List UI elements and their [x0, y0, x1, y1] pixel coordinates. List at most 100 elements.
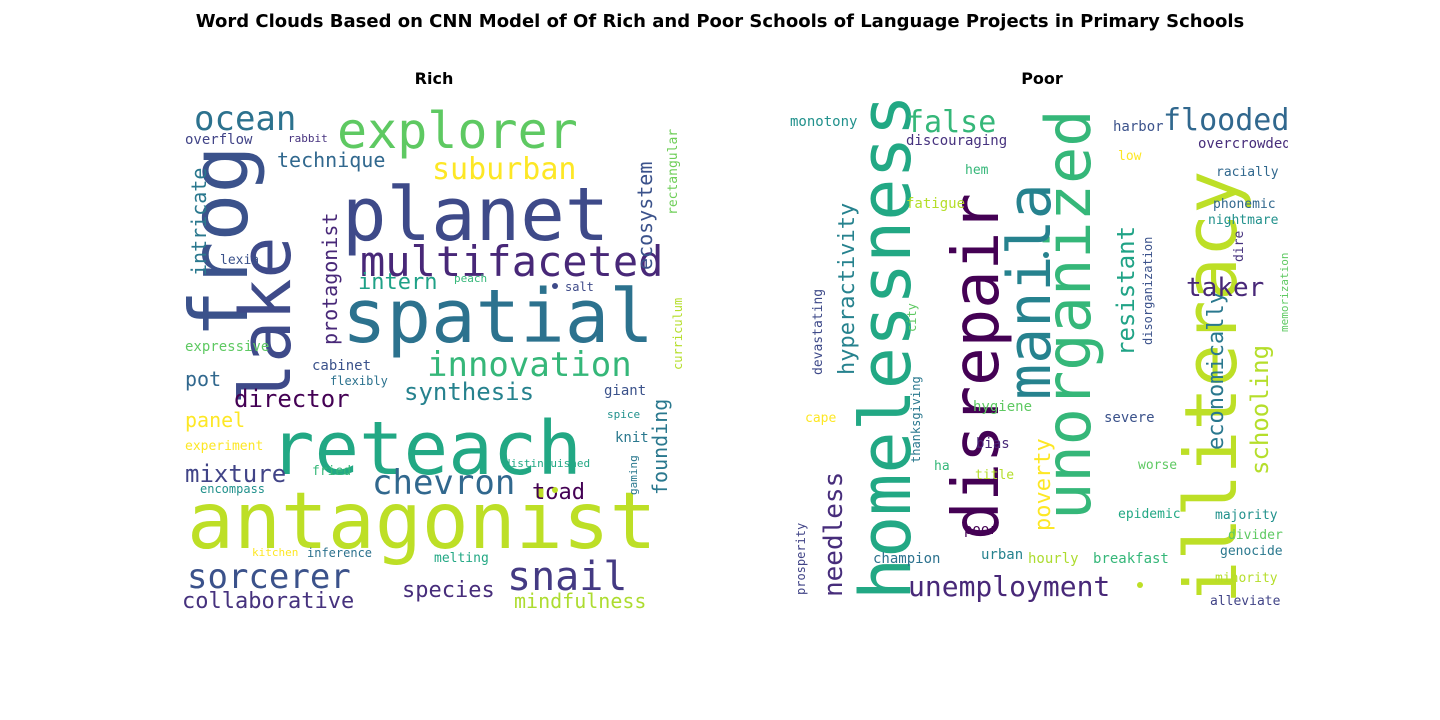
rich-word-technique: technique — [277, 148, 385, 172]
poor-word-economically: economically — [1204, 291, 1229, 450]
poor-word-homelessness: homelessness — [845, 100, 927, 600]
poor-word-taker: taker — [1186, 273, 1264, 303]
rich-word-rectangular: rectangular — [666, 129, 681, 215]
rich-word-cabinet: cabinet — [312, 358, 371, 374]
poor-word-discouraging: discouraging — [906, 133, 1007, 149]
rich-dot-mark — [552, 487, 558, 493]
poor-word-alleviate: alleviate — [1210, 594, 1281, 609]
poor-word-memorization: memorization — [1278, 253, 1288, 332]
poor-word-bias: bias — [976, 436, 1010, 452]
rich-word-synthesis: synthesis — [404, 378, 534, 406]
poor-word-thanksgiving: thanksgiving — [909, 376, 923, 463]
poor-word-cloud-svg: homelessness illiteracy disrepair unorganiz… — [790, 100, 1288, 609]
rich-word-innovation: innovation — [427, 345, 632, 385]
rich-word-intricate: intricate — [187, 168, 211, 276]
rich-word-expressive: expressive — [185, 339, 269, 355]
poor-word-disrepair: disrepair — [940, 193, 1014, 540]
poor-word-hygiene: hygiene — [973, 399, 1032, 415]
rich-word-species: species — [402, 578, 495, 603]
poor-word-champion: champion — [873, 551, 940, 567]
rich-word-sorcerer: sorcerer — [187, 557, 351, 597]
poor-word-prosperity: prosperity — [794, 523, 808, 595]
poor-word-devastating: devastating — [811, 289, 826, 375]
poor-panel-title: Poor — [1021, 69, 1063, 88]
rich-word-reteach: reteach — [270, 406, 582, 492]
poor-word-illiteracy: illiteracy — [1169, 171, 1253, 604]
poor-word-city: city — [905, 303, 919, 332]
poor-word-hem: hem — [965, 163, 989, 178]
rich-word-pot: pot — [185, 367, 221, 391]
rich-word-spice: spice — [607, 408, 640, 421]
poor-word-cloud: homelessness illiteracy disrepair unorganiz… — [788, 100, 1288, 620]
poor-word-minority: minority — [1215, 571, 1278, 586]
poor-word-low: low — [1118, 149, 1142, 164]
rich-word-intern: intern — [358, 270, 437, 295]
poor-word-genocide: genocide — [1220, 544, 1283, 559]
poor-word-majority: majority — [1215, 508, 1278, 523]
poor-word-divider: divider — [1228, 528, 1283, 543]
rich-panel-title: Rich — [414, 69, 454, 88]
poor-word-overcrowded: overcrowded — [1198, 136, 1288, 152]
poor-word-harbor: harbor — [1113, 119, 1164, 135]
rich-word-ecosystem: ecosystem — [633, 162, 657, 270]
rich-word-experiment: experiment — [185, 439, 263, 454]
rich-word-gaming: gaming — [627, 455, 640, 495]
poor-word-poverty: poverty — [1031, 438, 1056, 531]
rich-dot-mark — [552, 283, 558, 289]
poor-word-fatigue: fatigue — [906, 196, 965, 212]
rich-word-suburban: suburban — [432, 152, 577, 187]
poor-word-phonemic: phonemic — [1213, 197, 1276, 212]
rich-word-toad: toad — [532, 480, 585, 505]
rich-word-frog: frog — [182, 145, 266, 338]
poor-word-hyperactivity: hyperactivity — [835, 203, 860, 375]
poor-word-resistant: resistant — [1112, 226, 1140, 356]
rich-word-snail: snail — [507, 554, 627, 600]
rich-word-salt: salt — [565, 280, 594, 294]
rich-word-explorer: explorer — [337, 102, 578, 160]
poor-word-epidemic: epidemic — [1118, 507, 1181, 522]
poor-word-title: title — [975, 468, 1014, 483]
rich-word-multifaceted: multifaceted — [360, 237, 663, 286]
poor-word-schooling: schooling — [1246, 345, 1274, 475]
figure-title: Word Clouds Based on CNN Model of Of Ric… — [195, 11, 1245, 32]
poor-word-poor: poor — [964, 522, 998, 538]
poor-word-needless: needless — [819, 472, 849, 597]
rich-word-cloud: antagonist reteach planet spatial frog lake ex… — [182, 100, 682, 620]
rich-word-inference: inference — [307, 546, 372, 560]
rich-word-chevron: chevron — [372, 463, 515, 503]
poor-word-ha: ha — [934, 459, 950, 474]
rich-word-antagonist: antagonist — [187, 477, 657, 567]
poor-word-cape: cape — [805, 411, 836, 426]
poor-word-nightmare: nightmare — [1208, 213, 1279, 228]
rich-word-lexia: lexia — [220, 253, 259, 268]
poor-word-unemployment: unemployment — [908, 570, 1110, 603]
rich-word-distinguished: distinguished — [504, 457, 590, 470]
rich-word-protagonist: protagonist — [318, 213, 342, 345]
rich-word-mindfulness: mindfulness — [514, 589, 646, 613]
poor-word-dire: dire — [1232, 231, 1247, 262]
poor-word-monotony: monotony — [790, 114, 857, 130]
rich-word-lake: lake — [225, 236, 307, 405]
poor-word-severe: severe — [1104, 410, 1155, 426]
rich-word-director: director — [234, 385, 350, 413]
poor-word-racially: racially — [1216, 165, 1279, 180]
rich-word-rabbit: rabbit — [288, 132, 328, 145]
rich-word-encompass: encompass — [200, 482, 265, 496]
rich-word-flexibly: flexibly — [330, 374, 388, 388]
rich-word-planet: planet — [342, 172, 609, 258]
poor-word-manila: manila — [995, 183, 1065, 400]
rich-word-collaborative: collaborative — [182, 589, 354, 614]
poor-word-breakfast: breakfast — [1093, 551, 1169, 567]
poor-dot-mark — [1043, 252, 1049, 258]
rich-word-mixture: mixture — [185, 460, 286, 488]
poor-dot-mark — [1137, 582, 1143, 588]
poor-word-unorganized: unorganized — [1032, 109, 1105, 520]
poor-word-worse: worse — [1138, 458, 1177, 473]
poor-word-urban: urban — [981, 547, 1023, 563]
poor-word-false: false — [906, 105, 996, 140]
poor-word-hourly: hourly — [1028, 551, 1079, 567]
rich-word-peach: peach — [454, 272, 487, 285]
poor-word-flooded: flooded — [1163, 103, 1288, 138]
rich-word-spatial: spatial — [342, 274, 654, 360]
poor-word-disorganization: disorganization — [1141, 237, 1155, 345]
